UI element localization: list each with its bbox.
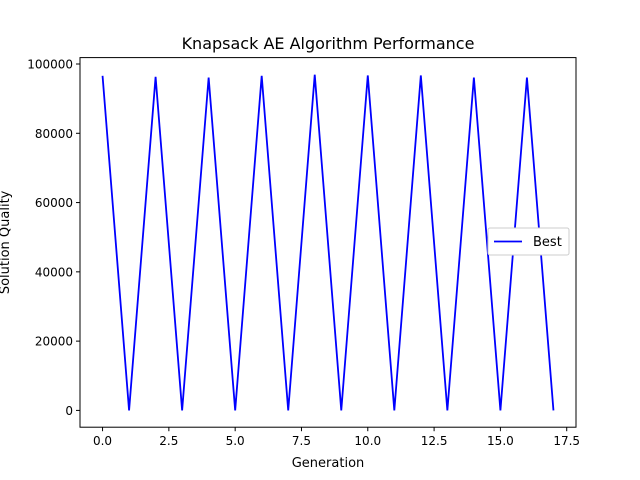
y-tick-label: 40000 (35, 265, 73, 279)
x-tick-label: 15.0 (487, 434, 514, 448)
y-tick-label: 0 (65, 404, 73, 418)
y-tick-label: 80000 (35, 127, 73, 141)
legend-label-best: Best (533, 235, 562, 250)
x-tick-label: 2.5 (159, 434, 178, 448)
x-axis: 0.0 2.5 5.0 7.5 10.0 12.5 15.0 17.5 (93, 427, 580, 448)
x-tick-label: 5.0 (226, 434, 245, 448)
x-tick-label: 17.5 (553, 434, 580, 448)
chart-title: Knapsack AE Algorithm Performance (182, 34, 475, 53)
y-axis-label: Solution Quality (0, 190, 13, 294)
x-tick-label: 7.5 (292, 434, 311, 448)
series-line-best (101, 74, 555, 411)
series-layer (101, 74, 555, 411)
y-tick-label: 100000 (27, 58, 73, 72)
y-tick-label: 20000 (35, 335, 73, 349)
plot-area (79, 57, 577, 428)
x-tick-label: 10.0 (354, 434, 381, 448)
y-tick-label: 60000 (35, 196, 73, 210)
x-tick-label: 12.5 (421, 434, 448, 448)
legend: Best (487, 227, 570, 256)
y-axis: 0 20000 40000 60000 80000 100000 (27, 58, 80, 418)
x-axis-label: Generation (292, 456, 365, 471)
legend-box (487, 227, 570, 256)
x-tick-label: 0.0 (93, 434, 112, 448)
